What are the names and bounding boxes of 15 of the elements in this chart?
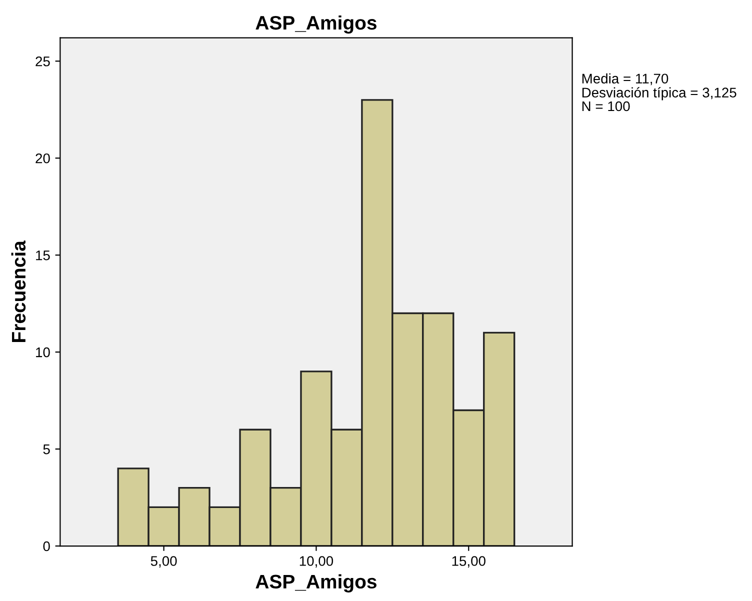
y-tick-label: 20 <box>36 153 50 164</box>
x-tick-label: 15,00 <box>452 556 486 568</box>
chart-title: ASP_Amigos <box>256 15 376 34</box>
y-tick-label: 5 <box>43 444 50 454</box>
text: Media = 11,70 <box>582 73 668 86</box>
x-tick-label: 10,00 <box>300 556 334 568</box>
y-tick-label: 0 <box>43 541 50 552</box>
x-axis-title: ASP_Amigos <box>256 574 376 592</box>
y-tick-label: 25 <box>36 56 50 66</box>
y-axis-title: Frecuencia <box>11 240 26 342</box>
y-tick-label: 15 <box>36 250 50 260</box>
text: N = 100 <box>582 101 630 112</box>
text: Desviación típica = 3,125 <box>582 87 736 100</box>
x-tick-label: 5,00 <box>150 556 177 568</box>
y-tick-label: 10 <box>36 347 50 358</box>
